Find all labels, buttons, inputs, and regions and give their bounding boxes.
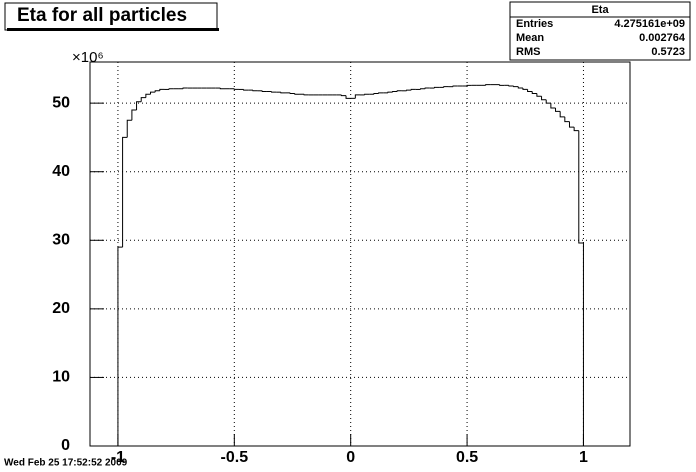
histogram-bin [373,93,379,95]
histogram-bin [396,90,402,92]
histogram-bin [289,92,295,95]
histogram-bin [485,84,491,86]
histogram-bin [420,88,426,90]
histogram-bin [550,103,556,109]
y-tick-label: 0 [61,437,70,454]
histogram-bin [568,121,575,128]
histogram-bin [280,92,286,94]
histogram-bin [378,92,384,94]
histogram-bin [243,89,249,91]
stats-value: 0.5723 [651,46,685,58]
histogram-bin [531,91,537,95]
x-tick-label: -0.5 [221,449,249,466]
histogram-bin [573,127,579,132]
stats-label: RMS [516,46,540,58]
histogram-bin [261,90,267,92]
histogram-bin [145,93,151,98]
histogram-bin [517,86,523,89]
histogram-bin [294,93,300,95]
y-tick-label: 10 [52,369,70,386]
stats-label: Mean [516,32,544,44]
histogram-bin [555,107,561,112]
stats-value: 4.275161e+09 [614,18,685,30]
histogram-bin [387,91,393,93]
histogram-bin [136,101,142,110]
x-tick-label: -1 [111,449,125,466]
y-multiplier: ×10⁶ [72,49,104,66]
title-box [4,2,218,31]
histogram-bin [541,96,547,101]
histogram-bin [140,97,146,102]
histogram-bin [564,116,570,123]
histogram-bin [392,90,398,93]
stats-value: 0.002764 [639,32,686,44]
histogram-bin [159,88,165,91]
plot-frame [89,61,631,447]
histogram-bin [522,88,528,90]
histogram-bin [150,91,156,95]
histogram-bin [406,89,412,91]
histogram-bin [527,89,533,92]
histogram-bin [219,88,225,90]
histogram-bin [340,94,347,97]
histogram-bin [443,86,449,88]
histogram-bin [168,88,174,90]
histogram-bin [424,87,430,89]
histogram-bin [578,130,584,446]
stats-label: Entries [516,18,553,30]
histogram-bin [117,246,123,446]
y-tick-label: 40 [52,163,70,180]
histogram-bin [433,86,440,89]
histogram-bin [410,88,416,91]
histogram-bin [559,111,565,118]
histogram-bin [182,87,188,89]
histogram-bin [233,88,239,90]
y-tick-label: 50 [52,94,70,111]
histogram-bin [499,84,505,86]
footer-date: Wed Feb 25 17:52:52 2009 [4,458,128,469]
histogram-bin [354,94,360,99]
x-tick-label: 0 [346,449,355,466]
histogram-bin [364,93,370,95]
histogram-bin [271,91,277,93]
x-tick-label: 0.5 [456,449,478,466]
histogram-bin [508,85,514,87]
histogram-bin [545,99,551,104]
histogram-bin [122,136,128,248]
stats-title: Eta [591,4,609,16]
histogram-bin [513,86,519,88]
histogram-bin [452,85,458,87]
histogram-bin [131,109,137,121]
histogram-bin [345,95,351,99]
x-tick-label: 1 [579,449,588,466]
histogram-bin [252,90,258,92]
histogram-bin [303,94,309,96]
title-box-shadow [7,28,219,31]
histogram-bin [126,119,132,138]
y-tick-label: 30 [52,232,70,249]
stats-box [509,1,691,61]
y-tick-label: 20 [52,300,70,317]
histogram-bin [466,84,472,86]
histogram-bin [536,93,542,97]
chart-title: Eta for all particles [17,5,187,26]
histogram-bin [154,90,160,93]
